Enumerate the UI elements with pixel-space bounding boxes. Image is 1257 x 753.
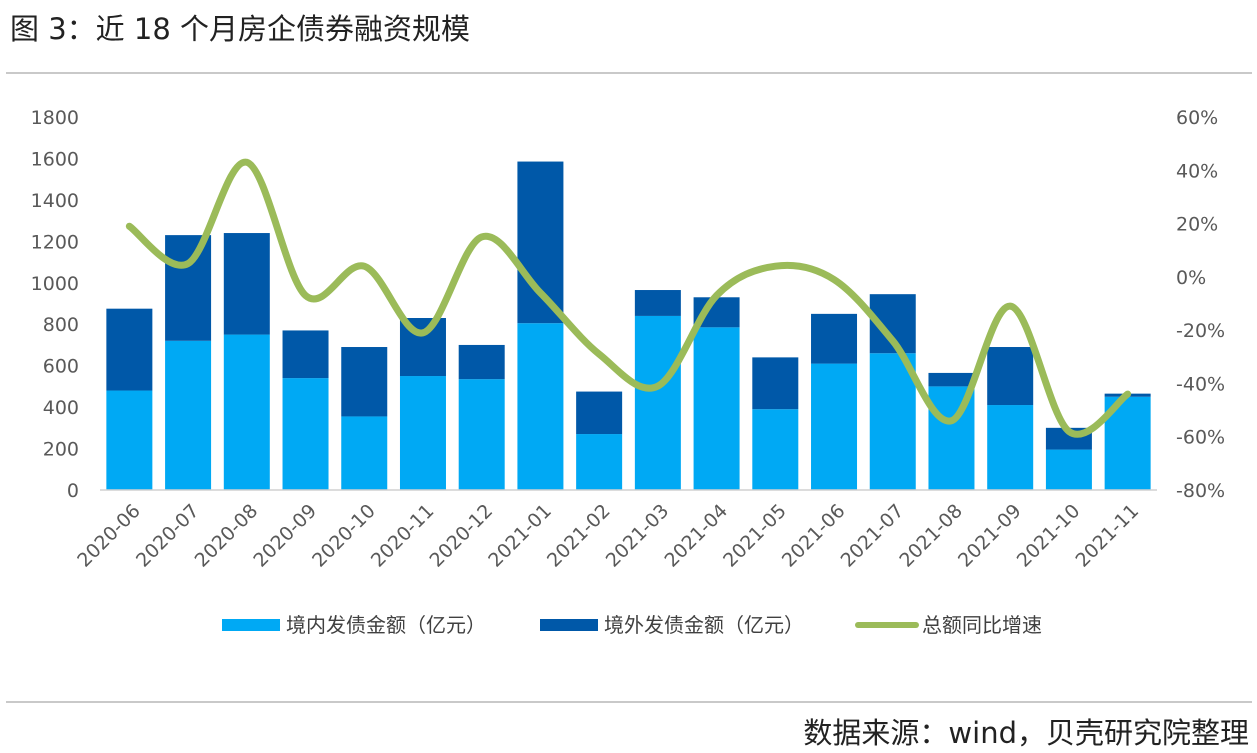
bar-domestic-2021-04 [693, 327, 740, 490]
bar-overseas-2020-06 [106, 308, 153, 391]
x-tick-2020-11: 2020-11 [367, 500, 439, 572]
x-tick-2021-05: 2021-05 [719, 500, 791, 572]
left-tick-0: 0 [67, 480, 79, 502]
bar-overseas-2020-08 [223, 233, 270, 335]
left-tick-1400: 1400 [31, 190, 79, 212]
bar-overseas-2020-09 [282, 330, 329, 379]
bar-domestic-2021-10 [1045, 449, 1092, 490]
bar-domestic-2021-09 [987, 405, 1034, 490]
x-tick-2021-07: 2021-07 [837, 500, 909, 572]
left-axis-labels: 0 200 400 600 800 1000 1200 1400 1600 1800 [31, 107, 79, 502]
bar-domestic-2020-11 [399, 376, 446, 490]
left-tick-200: 200 [43, 439, 79, 461]
x-tick-2020-09: 2020-09 [249, 500, 321, 572]
bar-domestic-2020-12 [458, 379, 505, 490]
bar-overseas-2021-06 [811, 313, 858, 364]
x-tick-2021-11: 2021-11 [1071, 500, 1143, 572]
left-tick-1200: 1200 [31, 231, 79, 253]
bar-overseas-2021-02 [576, 391, 623, 435]
bar-domestic-2021-05 [752, 409, 799, 490]
right-axis-labels: -80% -60% -40% -20% 0% 20% 40% 60% [1176, 107, 1225, 502]
x-tick-2020-08: 2020-08 [191, 500, 263, 572]
x-tick-2021-04: 2021-04 [660, 500, 732, 572]
right-tick-40%: 40% [1176, 160, 1218, 182]
bar-domestic-2021-06 [811, 363, 858, 490]
right-tick--60%: -60% [1176, 427, 1225, 449]
bar-domestic-2021-03 [634, 315, 681, 490]
left-tick-400: 400 [43, 397, 79, 419]
bond-financing-chart: 0 200 400 600 800 1000 1200 1400 1600 1800 -80% -6… [31, 107, 1225, 637]
bottom-divider [6, 701, 1252, 703]
bar-overseas-2020-07 [165, 235, 212, 341]
bar-domestic-2021-01 [517, 323, 564, 490]
bar-domestic-2020-10 [341, 416, 388, 490]
bar-overseas-2021-03 [634, 290, 681, 316]
right-tick--40%: -40% [1176, 373, 1225, 395]
legend-swatch-1 [540, 619, 598, 631]
x-axis-labels: 2020-062020-072020-082020-092020-102020-… [73, 500, 1143, 572]
bars-layer [106, 161, 1151, 490]
top-divider [6, 72, 1252, 74]
source-note: 数据来源：wind，贝壳研究院整理 [803, 716, 1249, 750]
bar-domestic-2020-07 [165, 340, 212, 490]
x-tick-2020-10: 2020-10 [308, 500, 380, 572]
x-tick-2021-02: 2021-02 [543, 500, 615, 572]
legend-label-0: 境内发债金额（亿元） [286, 613, 486, 637]
legend-label-1: 境外发债金额（亿元） [604, 613, 804, 637]
bar-overseas-2021-05 [752, 357, 799, 410]
figure-title: 图 3：近 18 个月房企债券融资规模 [10, 12, 471, 46]
bar-overseas-2021-08 [928, 372, 975, 387]
left-tick-800: 800 [43, 314, 79, 336]
bar-overseas-2020-10 [341, 347, 388, 417]
right-tick-60%: 60% [1176, 107, 1218, 129]
bar-overseas-2020-12 [458, 344, 505, 380]
bar-domestic-2020-08 [223, 334, 270, 490]
x-tick-2021-09: 2021-09 [954, 500, 1026, 572]
legend: 境内发债金额（亿元） 境外发债金额（亿元） 总额同比增速 [222, 613, 1042, 637]
right-tick--80%: -80% [1176, 480, 1225, 502]
bar-overseas-2021-09 [987, 347, 1034, 406]
left-tick-1000: 1000 [31, 273, 79, 295]
bar-domestic-2020-09 [282, 378, 329, 490]
left-tick-600: 600 [43, 356, 79, 378]
growth-rate-line [125, 158, 1132, 438]
right-tick--20%: -20% [1176, 320, 1225, 342]
left-tick-1800: 1800 [31, 107, 79, 129]
right-tick-20%: 20% [1176, 214, 1218, 236]
x-tick-2020-06: 2020-06 [73, 500, 145, 572]
legend-label-2: 总额同比增速 [922, 613, 1042, 637]
x-tick-2021-01: 2021-01 [484, 500, 556, 572]
right-tick-0%: 0% [1176, 267, 1206, 289]
x-tick-2021-10: 2021-10 [1013, 500, 1085, 572]
bar-domestic-2020-06 [106, 390, 153, 490]
x-tick-2021-08: 2021-08 [895, 500, 967, 572]
growth-line-layer [125, 158, 1132, 438]
bar-domestic-2021-07 [869, 353, 916, 490]
x-tick-2021-03: 2021-03 [602, 500, 674, 572]
legend-swatch-0 [222, 619, 280, 631]
x-tick-2021-06: 2021-06 [778, 500, 850, 572]
bar-domestic-2021-02 [576, 434, 623, 490]
x-tick-2020-12: 2020-12 [426, 500, 498, 572]
left-tick-1600: 1600 [31, 148, 79, 170]
x-tick-2020-07: 2020-07 [132, 500, 204, 572]
bar-overseas-2021-01 [517, 161, 564, 324]
